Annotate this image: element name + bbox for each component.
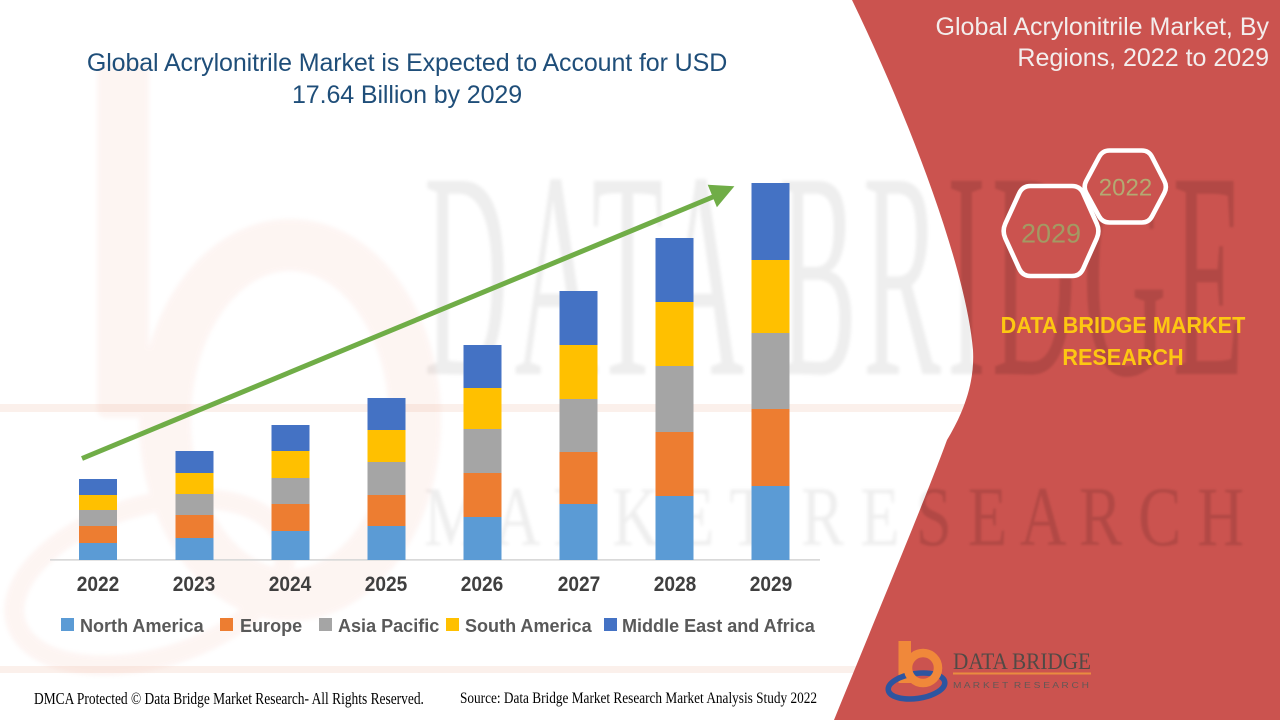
svg-text:2029: 2029 — [1021, 219, 1081, 249]
svg-text:DATA BRIDGE: DATA BRIDGE — [953, 649, 1091, 674]
svg-text:2022: 2022 — [1099, 175, 1152, 202]
svg-text:M A R K E T R E S E A R C H: M A R K E T R E S E A R C H — [953, 680, 1089, 690]
